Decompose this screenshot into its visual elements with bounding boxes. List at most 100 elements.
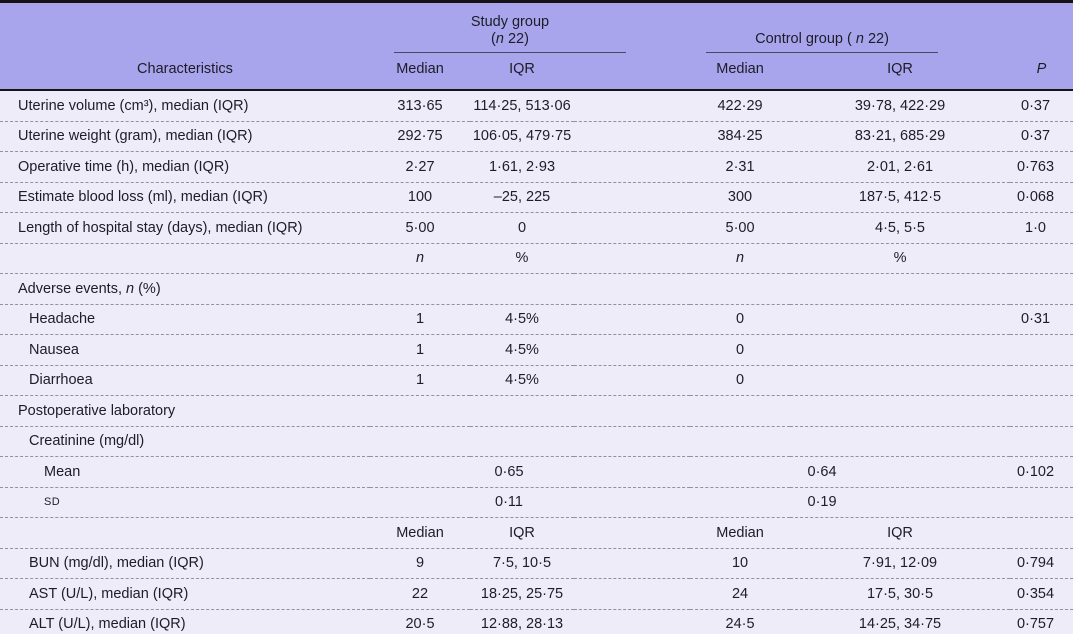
cell-spacer <box>574 243 691 274</box>
cell-spacer <box>574 90 691 122</box>
cell-spacer <box>574 548 691 579</box>
cell-control-sd: 0·19 <box>690 487 1011 518</box>
subheader-iqr-control: IQR <box>790 517 1011 549</box>
study-n-open: ( <box>491 31 496 48</box>
cell-study-median: 2·27 <box>370 151 470 183</box>
control-group-header-cell: Control group ( n 22) <box>690 2 1010 53</box>
subheader-pct-study: % <box>470 243 574 274</box>
study-group-title: Study group <box>470 13 550 30</box>
table-row-postoperative-laboratory: Postoperative laboratory <box>0 395 1073 427</box>
cell-control-iqr: 17·5, 30·5 <box>790 578 1011 610</box>
cell-p-value: 0·37 <box>1010 90 1073 122</box>
table-row-creatinine-mean: Mean 0·65 0·64 0·102 <box>0 456 1073 488</box>
cell-control-mean: 0·64 <box>690 456 1011 488</box>
table-row-creatinine-sd: SD 0·11 0·19 <box>0 487 1073 518</box>
row-label: Diarrhoea <box>0 365 370 396</box>
column-header-study-iqr: IQR <box>470 53 574 91</box>
subheader-n-study: n <box>370 243 470 274</box>
cell-study-median: 5·00 <box>370 212 470 244</box>
cell-study-iqr: 18·25, 25·75 <box>470 578 574 610</box>
cell-study-sd: 0·11 <box>370 487 691 518</box>
cell-control-median: 2·31 <box>690 151 791 183</box>
cell-study-median: 22 <box>370 578 470 610</box>
cell-control-median: 24·5 <box>725 616 755 633</box>
row-label: AST (U/L), median (IQR) <box>0 578 370 610</box>
row-label: Estimate blood loss (ml), median (IQR) <box>0 182 370 213</box>
cell-study-median: 313·65 <box>370 90 470 122</box>
column-header-control-median: Median <box>690 53 791 91</box>
subheader-median-control: Median <box>690 517 791 549</box>
cell-empty <box>370 273 1073 305</box>
subheader-median-study: Median <box>370 517 470 549</box>
table-row-diarrhoea: Diarrhoea 1 4·5% 0 <box>0 365 1073 396</box>
cell-p-value: 0·354 <box>1010 578 1073 610</box>
cell-spacer <box>574 334 691 366</box>
cell-control-n: 0 <box>690 334 791 366</box>
row-label: Creatinine (mg/dl) <box>0 426 370 457</box>
cell-p-value: 1·0 <box>1010 212 1073 244</box>
study-n-italic: n <box>495 31 504 48</box>
control-group-post: 22) <box>863 31 889 48</box>
cell-study-iqr: 106·05, 479·75 <box>470 121 574 152</box>
table-row-nausea: Nausea 1 4·5% 0 <box>0 334 1073 366</box>
table-row-operative-time: Operative time (h), median (IQR) 2·27 1·… <box>0 151 1073 183</box>
cell-empty <box>0 517 370 549</box>
adverse-label-post: (%) <box>134 280 161 297</box>
cell-control-iqr: 39·78, 422·29 <box>790 90 1011 122</box>
column-header-characteristics: Characteristics <box>0 53 370 91</box>
cell-p-value: 0·763 <box>1010 151 1073 183</box>
study-group-header-cell: Study group (n 22) <box>370 2 690 53</box>
cell-control-median: 384·25 <box>690 121 791 152</box>
table-row-adverse-events: Adverse events, n (%) <box>0 273 1073 305</box>
row-label: Uterine weight (gram), median (IQR) <box>0 121 370 152</box>
row-label: ALT (U/L), median (IQR) <box>29 616 186 633</box>
row-label: Postoperative laboratory <box>0 395 370 427</box>
cell-control-n: 0 <box>690 304 791 335</box>
cell-study-n: 1 <box>370 365 470 396</box>
cell-empty <box>1010 365 1073 396</box>
cell-study-n: 1 <box>370 304 470 335</box>
adverse-label-n-italic: n <box>126 280 135 297</box>
cell-control-iqr: 83·21, 685·29 <box>790 121 1011 152</box>
cell-control-median: 5·00 <box>690 212 791 244</box>
cell-control-pct <box>790 304 1011 335</box>
group-header-empty <box>0 2 370 54</box>
table-row-blood-loss: Estimate blood loss (ml), median (IQR) 1… <box>0 182 1073 213</box>
column-header-row: Characteristics Median IQR Median IQR P <box>0 53 1073 91</box>
column-header-p: P <box>1010 53 1073 91</box>
column-header-study-median: Median <box>370 53 470 91</box>
subheader-row-n-percent: n % n % <box>0 243 1073 274</box>
table-body: Uterine volume (cm³), median (IQR) 313·6… <box>0 90 1073 634</box>
table-row-bun: BUN (mg/dl), median (IQR) 9 7·5, 10·5 10… <box>0 548 1073 579</box>
table-header: Study group (n 22) Control group ( n 22)… <box>0 1 1073 91</box>
subheader-pct-control: % <box>790 243 1011 274</box>
cell-spacer <box>574 182 691 213</box>
control-group-pre: Control group ( <box>755 31 856 48</box>
row-label: Operative time (h), median (IQR) <box>0 151 370 183</box>
cell-empty <box>1010 334 1073 366</box>
cell-empty <box>370 426 1073 457</box>
cell-p-value: 0·757 <box>1016 616 1055 633</box>
cell-study-pct: 4·5% <box>470 304 574 335</box>
cell-study-median: 292·75 <box>370 121 470 152</box>
cell-control-iqr: 7·91, 12·09 <box>790 548 1011 579</box>
cell-empty <box>1010 243 1073 274</box>
cell-spacer <box>574 365 691 396</box>
row-label: Length of hospital stay (days), median (… <box>0 212 370 244</box>
cell-control-n: 0 <box>690 365 791 396</box>
cell-control-iqr: 4·5, 5·5 <box>790 212 1011 244</box>
study-group-n: (n 22) <box>394 31 626 49</box>
subheader-row-median-iqr: Median IQR Median IQR <box>0 517 1073 549</box>
adverse-label-pre: Adverse events, <box>18 280 126 297</box>
cell-control-median: 10 <box>690 548 791 579</box>
table-row-uterine-weight: Uterine weight (gram), median (IQR) 292·… <box>0 121 1073 152</box>
cell-control-pct <box>790 334 1011 366</box>
cell-spacer <box>574 609 690 634</box>
study-n-rest: 22) <box>503 31 529 48</box>
row-label: BUN (mg/dl), median (IQR) <box>0 548 370 579</box>
cell-control-pct <box>790 365 1011 396</box>
cell-p-value: 0·31 <box>1010 304 1073 335</box>
cell-study-iqr: 12·88, 28·13 <box>480 616 564 633</box>
cell-study-iqr: 1·61, 2·93 <box>470 151 574 183</box>
